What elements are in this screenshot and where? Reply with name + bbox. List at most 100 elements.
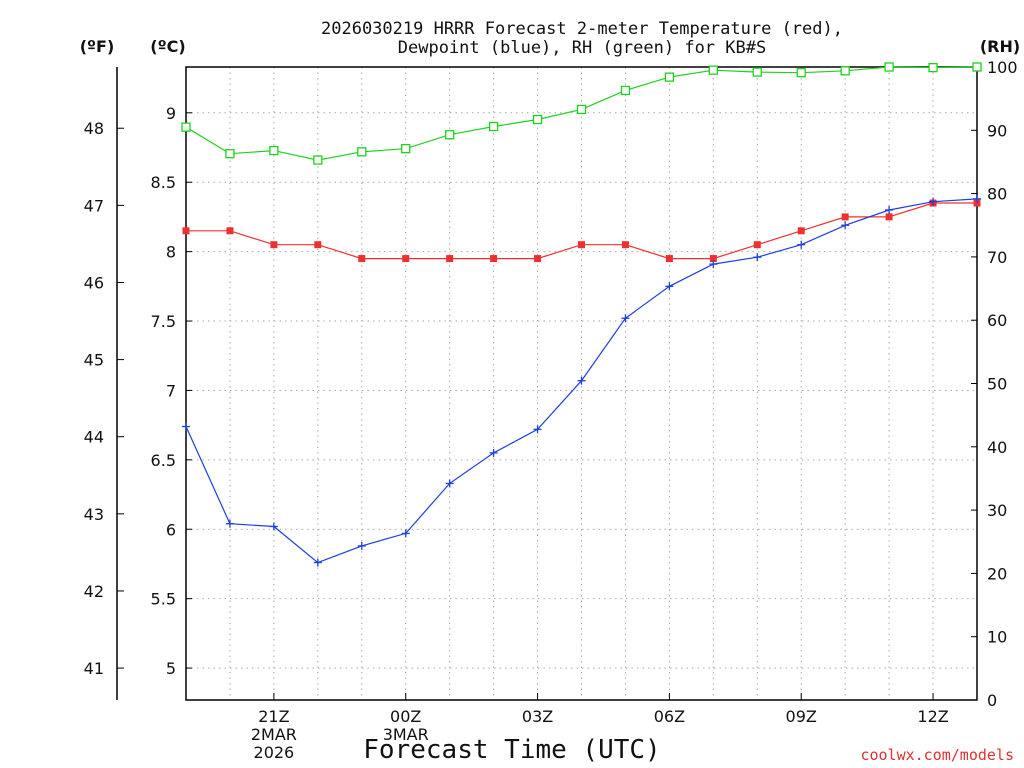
rh-point: [488, 121, 499, 132]
temperature-point: [709, 255, 717, 263]
dewpoint-point: [621, 314, 630, 323]
rh-point: [401, 144, 411, 154]
dewpoint-point: [225, 519, 234, 528]
temperature-point: [753, 241, 761, 249]
dewpoint-point: [885, 205, 894, 214]
celsius-tick-label: 9: [166, 104, 176, 123]
fahrenheit-tick-label: 45: [84, 351, 104, 370]
rh-tick-label: 40: [987, 438, 1007, 457]
x-tick-label: 3MAR: [383, 725, 429, 744]
rh-point: [313, 155, 323, 165]
celsius-tick-label: 5.5: [151, 590, 176, 609]
rh-point: [840, 66, 850, 76]
x-tick-label: 2026: [254, 743, 295, 762]
dewpoint-point: [929, 197, 938, 206]
fahrenheit-tick-label: 44: [84, 428, 104, 447]
x-tick-label: 00Z: [390, 707, 421, 726]
rh-point: [532, 114, 543, 125]
celsius-tick-label: 5: [166, 659, 176, 678]
celsius-tick-label: 7: [166, 381, 176, 400]
x-tick-label: 06Z: [654, 707, 685, 726]
x-tick-label: 03Z: [522, 707, 553, 726]
celsius-tick-label: 8: [166, 243, 176, 262]
rh-tick-label: 50: [987, 375, 1007, 394]
chart-title-line2: Dewpoint (blue), RH (green) for KB#S: [398, 38, 766, 58]
temperature-point: [621, 241, 629, 249]
temperature-point: [314, 241, 322, 249]
rh-point: [664, 72, 675, 82]
chart-title-line1: 2026030219 HRRR Forecast 2-meter Tempera…: [321, 19, 843, 39]
fahrenheit-unit-label: (ºF): [80, 37, 115, 56]
dewpoint-point: [577, 376, 586, 385]
dewpoint-point: [841, 221, 850, 230]
rh-point: [225, 149, 235, 159]
rh-unit-label: (RH): [980, 37, 1020, 56]
rh-point: [752, 67, 762, 77]
rh-tick-label: 80: [987, 185, 1007, 204]
celsius-unit-label: (ºC): [150, 37, 185, 56]
rh-point: [269, 145, 279, 156]
rh-point: [576, 104, 587, 115]
rh-point: [181, 122, 191, 132]
temperature-point: [490, 255, 498, 263]
celsius-tick-label: 6: [166, 520, 176, 539]
fahrenheit-tick-label: 46: [84, 273, 104, 292]
dewpoint-point: [797, 240, 806, 249]
rh-tick-label: 60: [987, 311, 1007, 330]
dewpoint-point: [182, 422, 190, 431]
plot-frame: [185, 66, 978, 701]
rh-point: [357, 147, 367, 157]
temperature-point: [973, 199, 981, 207]
fahrenheit-tick-label: 47: [84, 196, 104, 215]
temperature-point: [402, 255, 410, 263]
dewpoint-point: [445, 479, 454, 488]
celsius-tick-label: 8.5: [151, 173, 176, 192]
fahrenheit-tick-label: 48: [84, 119, 104, 138]
x-tick-label: 12Z: [917, 707, 948, 726]
rh-tick-label: 70: [987, 248, 1007, 267]
rh-point: [796, 68, 806, 78]
credit-text: coolwx.com/models: [860, 746, 1014, 764]
temperature-point: [446, 255, 454, 263]
temperature-point: [841, 213, 849, 221]
x-tick-label: 2MAR: [251, 725, 297, 744]
x-axis-label: Forecast Time (UTC): [363, 735, 660, 765]
celsius-tick-label: 7.5: [151, 312, 176, 331]
dewpoint-point: [269, 522, 278, 531]
dewpoint-point: [401, 529, 410, 538]
fahrenheit-tick-label: 43: [84, 505, 104, 524]
rh-tick-label: 100: [987, 58, 1018, 77]
temperature-point: [182, 227, 190, 235]
dewpoint-point: [973, 194, 981, 203]
temperature-point: [797, 227, 805, 235]
fahrenheit-tick-label: 41: [84, 659, 104, 678]
dewpoint-point: [709, 260, 718, 269]
dewpoint-point: [489, 448, 498, 457]
axes: 5 5.5 6 6.5 7 7.5 8 8.5 9 41 42 43 44 45 46 47 48 0 10 20 30…: [84, 58, 1018, 762]
temperature-point: [534, 255, 542, 263]
x-tick-label: 09Z: [786, 707, 817, 726]
rh-point: [928, 62, 938, 73]
temperature-point: [578, 241, 585, 249]
rh-point: [620, 85, 631, 96]
rh-point: [708, 65, 718, 75]
gridlines: [186, 67, 977, 700]
rh-point: [972, 62, 982, 72]
rh-point: [884, 62, 894, 72]
rh-tick-label: 20: [987, 564, 1007, 583]
dewpoint-point: [665, 282, 674, 291]
fahrenheit-tick-label: 42: [84, 582, 104, 601]
rh-tick-label: 0: [987, 691, 997, 710]
series-layer: [181, 62, 982, 567]
rh-tick-label: 10: [987, 628, 1007, 647]
rh-point: [445, 130, 455, 140]
dewpoint-point: [753, 253, 762, 262]
x-tick-label: 21Z: [258, 707, 289, 726]
dewpoint-point: [533, 425, 542, 434]
rh-tick-label: 30: [987, 501, 1007, 520]
temperature-point: [270, 241, 278, 249]
celsius-tick-label: 6.5: [151, 451, 176, 470]
rh-tick-label: 90: [987, 121, 1007, 140]
dewpoint-point: [357, 541, 366, 550]
